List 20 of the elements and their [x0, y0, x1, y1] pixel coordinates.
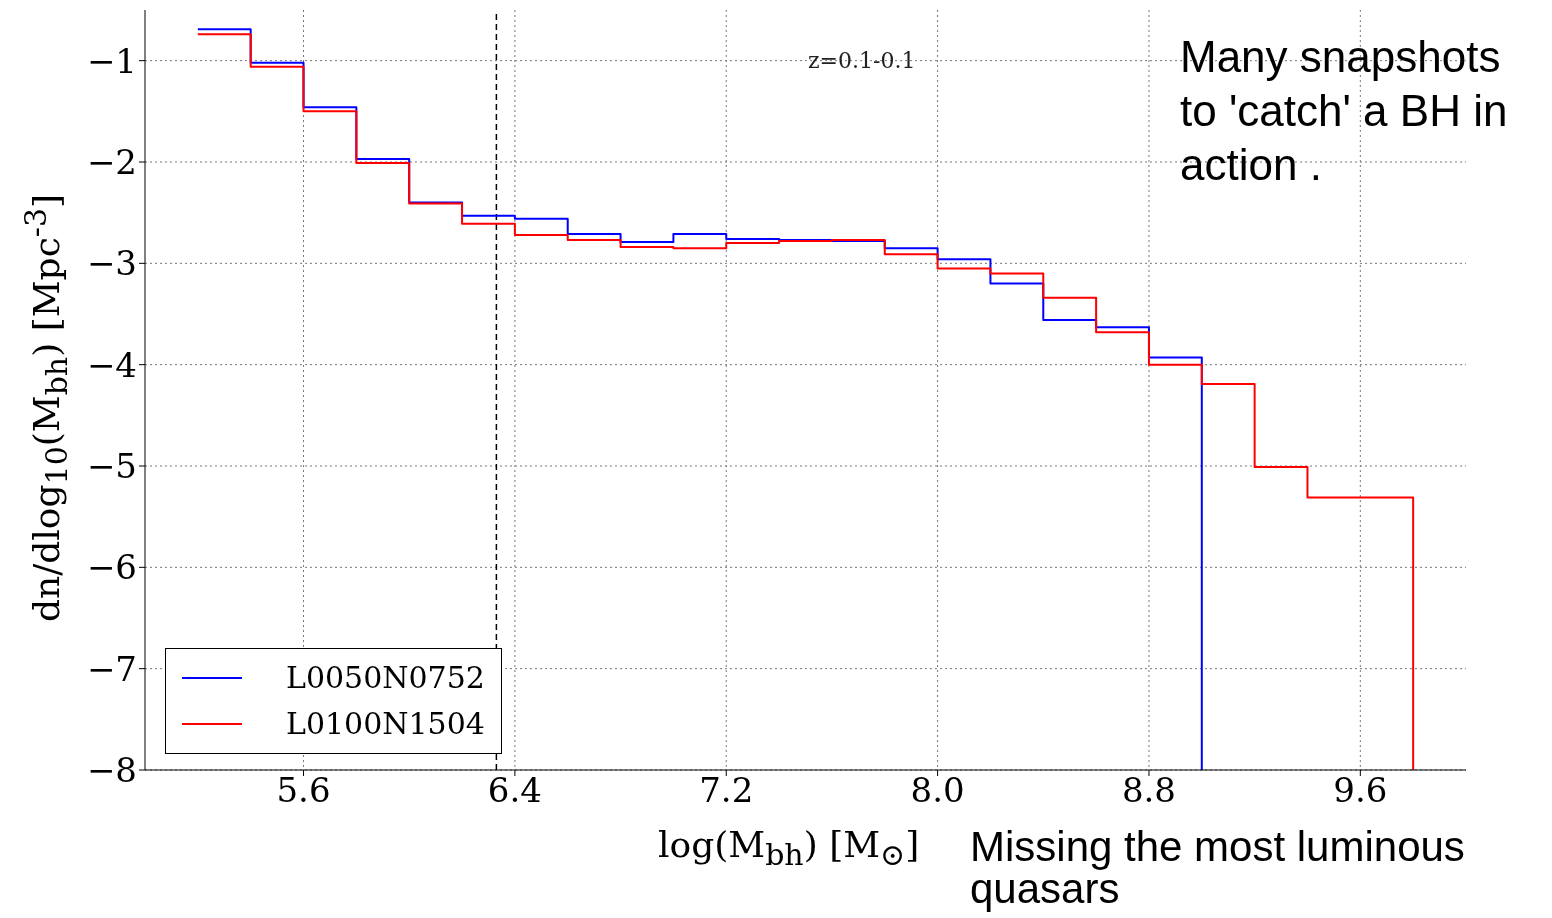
y-tick-label: −8	[86, 750, 137, 791]
y-tick-label: −5	[86, 446, 137, 487]
y-tick-label: −6	[86, 547, 137, 588]
y-tick-label: −3	[86, 243, 137, 284]
x-tick-label: 9.6	[1333, 770, 1388, 811]
x-axis-title: log(M$_{bh}$) [M$_{⊙}$]	[658, 824, 920, 873]
legend-label: L0050N0752	[286, 659, 485, 697]
legend-label: L0100N1504	[286, 705, 485, 743]
y-tick-label: −1	[86, 40, 137, 81]
x-tick-label: 8.0	[910, 770, 965, 811]
x-tick-label: 7.2	[699, 770, 754, 811]
y-tick-label: −4	[86, 344, 137, 385]
y-tick-label: −7	[86, 648, 137, 689]
x-tick-label: 5.6	[276, 770, 331, 811]
annotation: z=0.1-0.1	[808, 48, 916, 73]
annotation: Many snapshots to 'catch' a BH in action .	[1180, 31, 1509, 191]
x-tick-label: 6.4	[487, 770, 542, 811]
x-tick-label: 8.8	[1121, 770, 1176, 811]
y-tick-label: −2	[86, 142, 137, 183]
text: Missing the most luminous quasars	[970, 823, 1466, 912]
